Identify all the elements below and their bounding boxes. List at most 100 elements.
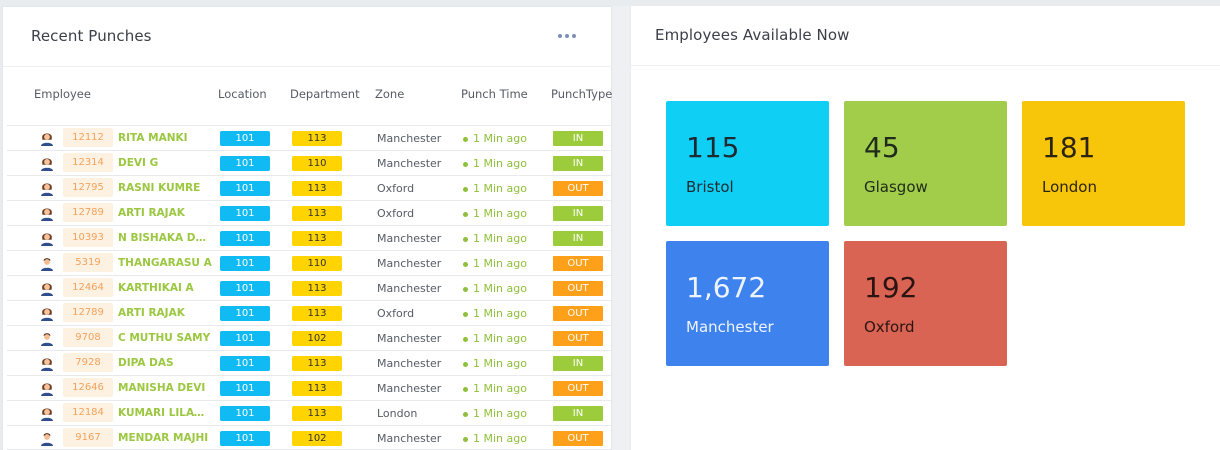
employee-id-badge: 12112 (63, 128, 113, 147)
punch-type-badge: OUT (553, 181, 603, 196)
department-badge: 102 (292, 431, 342, 446)
location-badge: 101 (220, 231, 270, 246)
employee-name-link[interactable]: DIPA DAS (118, 357, 174, 369)
employee-id-badge: 12789 (63, 303, 113, 322)
status-dot-icon (463, 237, 468, 242)
table-row[interactable]: 7928 DIPA DAS 101 113 Manchester 1 Min ago IN (7, 350, 611, 375)
zone-text: Manchester (377, 257, 442, 270)
female-avatar-icon (40, 156, 54, 171)
table-row[interactable]: 12789 ARTI RAJAK 101 113 Oxford 1 Min ago OUT (7, 300, 611, 325)
table-row[interactable]: 9167 MENDAR MAJHI 101 102 Manchester 1 Min ag… (7, 425, 611, 450)
punch-type-badge: IN (553, 356, 603, 371)
recent-punches-title: Recent Punches (31, 27, 152, 45)
tile-count: 115 (686, 131, 740, 164)
column-punch-time[interactable]: Punch Time (461, 87, 528, 101)
employee-name-link[interactable]: KUMARI LILAWA... (118, 407, 214, 419)
employee-name-link[interactable]: RITA MANKI (118, 132, 188, 144)
employee-name-link[interactable]: ARTI RAJAK (118, 307, 185, 319)
department-badge: 113 (292, 181, 342, 196)
zone-text: Manchester (377, 132, 442, 145)
employee-name-link[interactable]: RASNI KUMRE (118, 182, 201, 194)
tile-count: 45 (864, 131, 900, 164)
department-badge: 113 (292, 306, 342, 321)
table-row[interactable]: 10393 N BISHAKA DAS ... 101 113 Manchester 1 … (7, 225, 611, 250)
department-badge: 113 (292, 206, 342, 221)
employee-name-link[interactable]: MENDAR MAJHI (118, 432, 209, 444)
location-badge: 101 (220, 356, 270, 371)
zone-tile-london[interactable]: 181 London (1022, 101, 1185, 226)
tile-count: 192 (864, 271, 918, 304)
column-employee[interactable]: Employee (34, 87, 91, 101)
punch-time-text: 1 Min ago (473, 332, 527, 345)
employee-name-link[interactable]: MANISHA DEVI (118, 382, 206, 394)
more-horizontal-icon[interactable] (555, 29, 579, 43)
punch-type-badge: OUT (553, 256, 603, 271)
column-zone[interactable]: Zone (375, 87, 405, 101)
table-row[interactable]: 12184 KUMARI LILAWA... 101 113 London 1 Min a… (7, 400, 611, 425)
punch-time-text: 1 Min ago (473, 307, 527, 320)
status-dot-icon (463, 412, 468, 417)
punch-time-text: 1 Min ago (473, 257, 527, 270)
department-badge: 110 (292, 256, 342, 271)
employee-name-link[interactable]: N BISHAKA DAS ... (118, 232, 214, 244)
tile-city: Manchester (686, 318, 774, 336)
location-badge: 101 (220, 156, 270, 171)
location-badge: 101 (220, 131, 270, 146)
location-badge: 101 (220, 381, 270, 396)
table-header: Employee Location Department Zone Punch … (3, 87, 613, 105)
punch-time-text: 1 Min ago (473, 407, 527, 420)
zone-tile-glasgow[interactable]: 45 Glasgow (844, 101, 1007, 226)
zone-tile-bristol[interactable]: 115 Bristol (666, 101, 829, 226)
employee-id-badge: 12795 (63, 178, 113, 197)
zone-text: Oxford (377, 307, 415, 320)
punch-time-text: 1 Min ago (473, 382, 527, 395)
zone-text: Manchester (377, 332, 442, 345)
location-badge: 101 (220, 406, 270, 421)
location-badge: 101 (220, 181, 270, 196)
table-row[interactable]: 12314 DEVI G 101 110 Manchester 1 Min ago IN (7, 150, 611, 175)
employee-id-badge: 12646 (63, 378, 113, 397)
table-row[interactable]: 12646 MANISHA DEVI 101 113 Manchester 1 Min a… (7, 375, 611, 400)
punch-time-text: 1 Min ago (473, 132, 527, 145)
tile-count: 181 (1042, 131, 1096, 164)
department-badge: 113 (292, 406, 342, 421)
male-avatar-icon (40, 431, 54, 446)
zone-tile-oxford[interactable]: 192 Oxford (844, 241, 1007, 366)
status-dot-icon (463, 187, 468, 192)
table-row[interactable]: 5319 THANGARASU A 101 110 Manchester 1 Min ag… (7, 250, 611, 275)
column-punch-type[interactable]: PunchType (551, 87, 613, 101)
punch-type-badge: IN (553, 156, 603, 171)
table-row[interactable]: 12789 ARTI RAJAK 101 113 Oxford 1 Min ago IN (7, 200, 611, 225)
employee-name-link[interactable]: THANGARASU A (118, 257, 212, 269)
tile-city: London (1042, 178, 1097, 196)
table-row[interactable]: 12795 RASNI KUMRE 101 113 Oxford 1 Min ago OUT (7, 175, 611, 200)
zone-text: Manchester (377, 282, 442, 295)
punch-time-text: 1 Min ago (473, 357, 527, 370)
department-badge: 113 (292, 381, 342, 396)
zone-tile-manchester[interactable]: 1,672 Manchester (666, 241, 829, 366)
female-avatar-icon (40, 181, 54, 196)
employee-name-link[interactable]: ARTI RAJAK (118, 207, 185, 219)
female-avatar-icon (40, 206, 54, 221)
column-location[interactable]: Location (218, 87, 267, 101)
table-row[interactable]: 12112 RITA MANKI 101 113 Manchester 1 Min ago… (7, 125, 611, 150)
punch-time-text: 1 Min ago (473, 432, 527, 445)
punch-time-text: 1 Min ago (473, 232, 527, 245)
male-avatar-icon (40, 256, 54, 271)
employee-name-link[interactable]: KARTHIKAI A (118, 282, 194, 294)
employee-name-link[interactable]: C MUTHU SAMY (118, 332, 211, 344)
zone-text: Manchester (377, 432, 442, 445)
employee-name-link[interactable]: DEVI G (118, 157, 159, 169)
punch-type-badge: OUT (553, 381, 603, 396)
department-badge: 113 (292, 356, 342, 371)
location-badge: 101 (220, 256, 270, 271)
punch-time-text: 1 Min ago (473, 207, 527, 220)
female-avatar-icon (40, 131, 54, 146)
zone-text: London (377, 407, 418, 420)
table-row[interactable]: 9708 C MUTHU SAMY 101 102 Manchester 1 Min ag… (7, 325, 611, 350)
employee-id-badge: 9708 (63, 328, 113, 347)
status-dot-icon (463, 287, 468, 292)
female-avatar-icon (40, 231, 54, 246)
column-department[interactable]: Department (290, 87, 360, 101)
table-row[interactable]: 12464 KARTHIKAI A 101 113 Manchester 1 Min ag… (7, 275, 611, 300)
